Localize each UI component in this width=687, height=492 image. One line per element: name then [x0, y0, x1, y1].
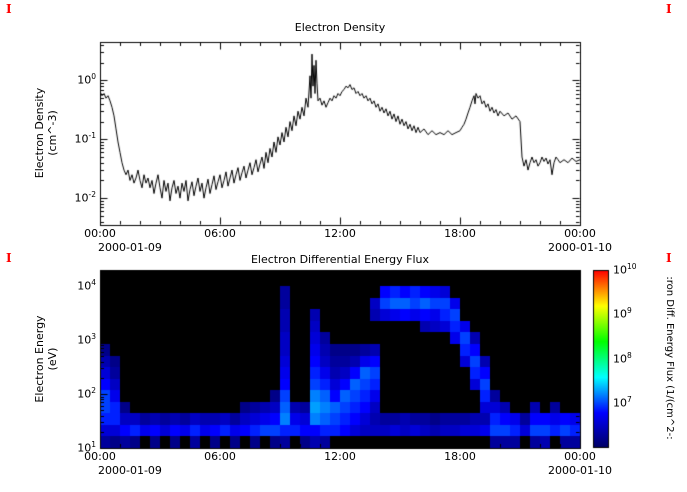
red-marker: I	[6, 251, 12, 265]
flux-y-axis-label: Electron Energy (eV)	[33, 299, 59, 419]
x-tick-label: 00:00	[564, 450, 596, 463]
density-plot-title: Electron Density	[294, 21, 386, 34]
red-marker: I	[6, 2, 12, 16]
x-tick-label: 00:00	[84, 227, 116, 240]
y-tick-label: 102	[77, 386, 96, 401]
flux-plot-title: Electron Differential Energy Flux	[250, 253, 430, 266]
density-y-axis-label-line1: Electron Density	[33, 87, 46, 179]
flux-y-axis-label-line2: (eV)	[46, 347, 59, 371]
y-tick-label: 100	[77, 72, 96, 87]
x-tick-label: 06:00	[204, 450, 236, 463]
x-tick-label: 12:00	[324, 450, 356, 463]
y-tick-label: 101	[77, 440, 96, 455]
colorbar-tick-label: 108	[613, 351, 632, 366]
y-tick-label: 104	[77, 278, 96, 293]
density-y-axis-label-line2: (cm^-3)	[46, 110, 59, 156]
colorbar-tick-label: 1010	[613, 262, 637, 277]
y-tick-label: 10-1	[74, 131, 96, 146]
x-tick-label: 18:00	[444, 227, 476, 240]
x-tick-label: 06:00	[204, 227, 236, 240]
x-tick-label: 00:00	[564, 227, 596, 240]
x-tick-label: 18:00	[444, 450, 476, 463]
colorbar-tick-label: 107	[613, 395, 632, 410]
date-label-right: 2000-01-10	[548, 464, 612, 477]
density-y-axis-label: Electron Density (cm^-3)	[33, 73, 59, 193]
flux-y-axis-label-line1: Electron Energy	[33, 315, 46, 403]
colorbar-axis-label: :ron Diff. Energy Flux (1/(cm^2-:	[664, 276, 675, 440]
red-marker: I	[666, 2, 672, 16]
y-tick-label: 103	[77, 332, 96, 347]
red-marker: I	[666, 251, 672, 265]
date-label-left: 2000-01-09	[98, 241, 162, 254]
y-tick-label: 10-2	[74, 190, 96, 205]
x-tick-label: 00:00	[84, 450, 116, 463]
colorbar-tick-label: 109	[613, 306, 632, 321]
date-label-right: 2000-01-10	[548, 241, 612, 254]
x-tick-label: 12:00	[324, 227, 356, 240]
date-label-left: 2000-01-09	[98, 464, 162, 477]
